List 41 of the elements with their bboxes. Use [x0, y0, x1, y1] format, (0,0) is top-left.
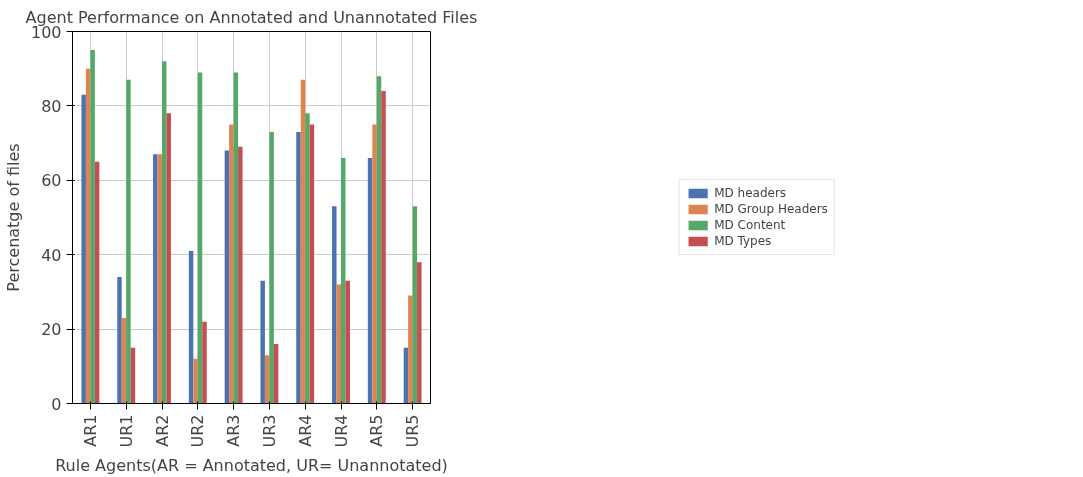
bar: [90, 50, 95, 404]
y-tick-label: 80: [41, 96, 62, 116]
x-tick-label: UR4: [331, 414, 351, 448]
legend-label: MD Content: [714, 218, 786, 232]
x-tick-label: AR3: [224, 414, 244, 447]
bar: [332, 206, 337, 404]
bar: [202, 321, 207, 404]
bar: [417, 262, 422, 404]
bar: [381, 91, 386, 404]
x-tick-label: AR5: [367, 414, 387, 447]
bar: [296, 131, 301, 404]
bar: [408, 295, 413, 404]
y-tick-label: 60: [41, 171, 62, 191]
bar: [153, 154, 158, 404]
bar: [238, 146, 243, 404]
x-tick-label: AR4: [295, 414, 315, 447]
y-tick-label: 40: [41, 245, 62, 265]
x-tick-label: AR2: [152, 414, 172, 447]
bar: [117, 277, 122, 404]
legend-label: MD headers: [714, 186, 787, 200]
x-tick-label: UR1: [116, 414, 136, 448]
bar: [126, 79, 131, 404]
y-tick-label: 0: [51, 394, 62, 414]
x-tick-label: AR1: [80, 414, 100, 447]
x-axis-title: Rule Agents(AR = Annotated, UR= Unannotated): [55, 455, 448, 475]
x-tick-label: UR5: [403, 414, 423, 448]
bar: [81, 94, 86, 404]
bar: [372, 124, 377, 404]
bar: [193, 358, 198, 404]
bar: [229, 124, 234, 404]
bar: [260, 280, 265, 404]
legend-label: MD Group Headers: [714, 202, 828, 216]
bar: [305, 113, 310, 404]
y-axis-title: Percenatge of files: [3, 143, 23, 292]
x-tick-label: UR2: [188, 414, 208, 448]
x-tick-label: UR3: [259, 414, 279, 448]
legend-label: MD Types: [714, 234, 772, 248]
bar: [269, 131, 274, 404]
bar: [166, 113, 171, 404]
bar: [345, 280, 350, 404]
y-tick-label: 20: [41, 320, 62, 340]
